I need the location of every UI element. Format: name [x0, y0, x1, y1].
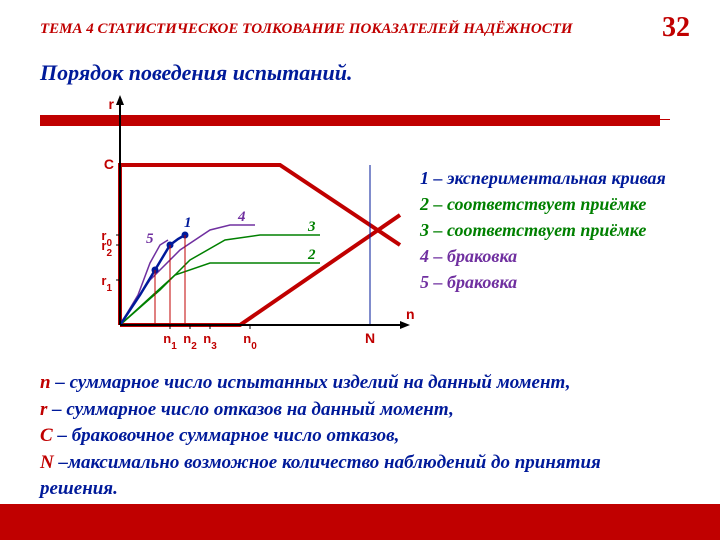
sequential-test-diagram: rnCNr0r2r1n1n2n3n012345 — [60, 95, 420, 355]
svg-text:n1: n1 — [163, 331, 177, 352]
legend-4: 4 – браковка — [420, 243, 666, 269]
sym-C: С — [40, 425, 53, 446]
page-number: 32 — [662, 12, 690, 44]
footer-bar — [0, 504, 720, 540]
slide-title: Порядок поведения испытаний. — [40, 60, 353, 86]
legend-3: 3 – соответствует приёмке — [420, 217, 666, 243]
legend-block: 1 – экспериментальная кривая 2 – соответ… — [420, 165, 666, 295]
svg-text:2: 2 — [307, 247, 316, 263]
sym-N: N — [40, 452, 54, 473]
svg-text:4: 4 — [237, 209, 246, 225]
sym-n: n — [40, 372, 51, 393]
svg-text:5: 5 — [146, 231, 154, 247]
svg-text:r: r — [109, 96, 115, 112]
svg-text:1: 1 — [184, 215, 192, 231]
svg-text:n: n — [406, 306, 415, 322]
svg-text:n0: n0 — [243, 331, 257, 352]
svg-text:3: 3 — [307, 219, 316, 235]
svg-text:r1: r1 — [101, 273, 112, 294]
svg-text:n2: n2 — [183, 331, 197, 352]
svg-text:n3: n3 — [203, 331, 217, 352]
svg-text:C: C — [104, 156, 114, 172]
svg-text:N: N — [365, 330, 375, 346]
def-C: – браковочное суммарное число отказов, — [53, 425, 400, 446]
legend-2: 2 – соответствует приёмке — [420, 191, 666, 217]
def-r: – суммарное число отказов на данный моме… — [47, 399, 453, 420]
legend-1: 1 – экспериментальная кривая — [420, 165, 666, 191]
legend-5: 5 – браковка — [420, 269, 666, 295]
topic-text: ТЕМА 4 СТАТИСТИЧЕСКОЕ ТОЛКОВАНИЕ ПОКАЗАТ… — [40, 21, 573, 37]
def-N: –максимально возможное количество наблюд… — [40, 452, 601, 500]
def-n: – суммарное число испытанных изделий на … — [51, 372, 571, 393]
bottom-definitions: n – суммарное число испытанных изделий н… — [40, 370, 670, 503]
